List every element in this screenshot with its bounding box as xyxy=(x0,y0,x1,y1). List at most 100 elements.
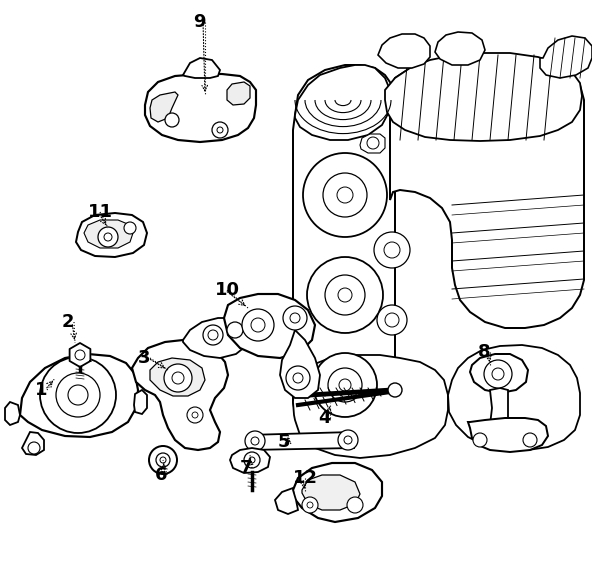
Polygon shape xyxy=(302,475,360,510)
Polygon shape xyxy=(132,340,228,450)
Circle shape xyxy=(283,306,307,330)
Circle shape xyxy=(160,457,166,463)
Text: 1: 1 xyxy=(35,381,47,399)
Circle shape xyxy=(328,368,362,402)
Text: 7: 7 xyxy=(240,459,253,477)
Polygon shape xyxy=(360,134,385,153)
Polygon shape xyxy=(293,355,448,458)
Circle shape xyxy=(98,227,118,247)
Polygon shape xyxy=(227,82,250,105)
Circle shape xyxy=(338,288,352,302)
Polygon shape xyxy=(76,213,147,257)
Circle shape xyxy=(227,322,243,338)
Polygon shape xyxy=(183,58,220,78)
Circle shape xyxy=(347,497,363,513)
Circle shape xyxy=(313,353,377,417)
Polygon shape xyxy=(275,488,298,514)
Polygon shape xyxy=(5,402,20,425)
Text: 5: 5 xyxy=(278,433,291,451)
Polygon shape xyxy=(293,65,395,450)
Circle shape xyxy=(164,364,192,392)
Polygon shape xyxy=(293,463,382,522)
Circle shape xyxy=(56,373,100,417)
Circle shape xyxy=(28,442,40,454)
Circle shape xyxy=(75,350,85,360)
Circle shape xyxy=(307,257,383,333)
Circle shape xyxy=(293,373,303,383)
Circle shape xyxy=(377,305,407,335)
Polygon shape xyxy=(490,388,508,428)
Polygon shape xyxy=(70,343,91,367)
Polygon shape xyxy=(248,432,354,450)
Circle shape xyxy=(290,313,300,323)
Circle shape xyxy=(388,383,402,397)
Polygon shape xyxy=(295,65,390,140)
Circle shape xyxy=(156,453,170,467)
Circle shape xyxy=(192,412,198,418)
Circle shape xyxy=(303,153,387,237)
Circle shape xyxy=(325,275,365,315)
Text: 8: 8 xyxy=(478,343,491,361)
Polygon shape xyxy=(183,318,248,358)
Text: 2: 2 xyxy=(62,313,75,331)
Circle shape xyxy=(302,497,318,513)
Circle shape xyxy=(249,457,255,463)
Text: 4: 4 xyxy=(318,409,330,427)
Polygon shape xyxy=(470,354,528,393)
Circle shape xyxy=(337,187,353,203)
Text: 6: 6 xyxy=(155,466,168,484)
Circle shape xyxy=(385,313,399,327)
Circle shape xyxy=(245,431,265,451)
Circle shape xyxy=(244,452,260,468)
Circle shape xyxy=(492,368,504,380)
Circle shape xyxy=(367,137,379,149)
Polygon shape xyxy=(378,34,430,68)
Polygon shape xyxy=(84,220,133,248)
Polygon shape xyxy=(390,54,584,328)
Circle shape xyxy=(165,113,179,127)
Circle shape xyxy=(149,446,177,474)
Circle shape xyxy=(523,433,537,447)
Text: 10: 10 xyxy=(215,281,240,299)
Polygon shape xyxy=(385,53,582,141)
Circle shape xyxy=(104,233,112,241)
Polygon shape xyxy=(230,448,270,473)
Circle shape xyxy=(484,360,512,388)
Polygon shape xyxy=(280,330,320,398)
Circle shape xyxy=(124,222,136,234)
Circle shape xyxy=(374,232,410,268)
Polygon shape xyxy=(150,358,205,396)
Circle shape xyxy=(251,437,259,445)
Polygon shape xyxy=(468,418,548,452)
Polygon shape xyxy=(224,294,315,358)
Circle shape xyxy=(251,318,265,332)
Circle shape xyxy=(217,127,223,133)
Polygon shape xyxy=(20,354,138,437)
Circle shape xyxy=(384,242,400,258)
Circle shape xyxy=(187,407,203,423)
Polygon shape xyxy=(448,345,580,450)
Polygon shape xyxy=(145,74,256,142)
Circle shape xyxy=(338,430,358,450)
Polygon shape xyxy=(134,390,147,414)
Circle shape xyxy=(40,357,116,433)
Polygon shape xyxy=(435,32,485,65)
Circle shape xyxy=(344,436,352,444)
Polygon shape xyxy=(540,36,592,78)
Text: 11: 11 xyxy=(88,203,113,221)
Circle shape xyxy=(172,372,184,384)
Circle shape xyxy=(339,379,351,391)
Circle shape xyxy=(286,366,310,390)
Circle shape xyxy=(203,325,223,345)
Circle shape xyxy=(212,122,228,138)
Circle shape xyxy=(242,309,274,341)
Polygon shape xyxy=(22,432,44,455)
Text: 9: 9 xyxy=(193,13,205,31)
Polygon shape xyxy=(150,92,178,122)
Text: 12: 12 xyxy=(293,469,318,487)
Circle shape xyxy=(323,173,367,217)
Text: 3: 3 xyxy=(138,349,150,367)
Circle shape xyxy=(307,502,313,508)
Circle shape xyxy=(208,330,218,340)
Circle shape xyxy=(68,385,88,405)
